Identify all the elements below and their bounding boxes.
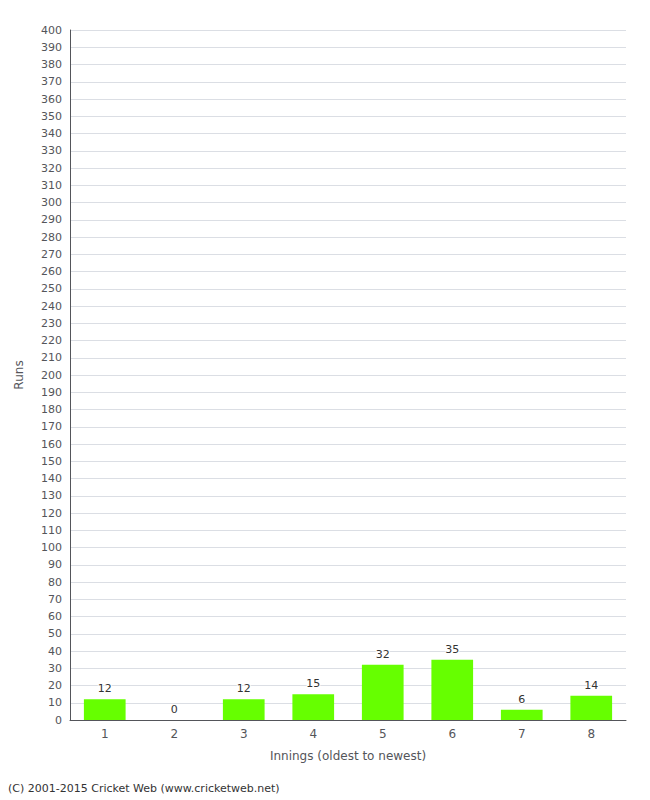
svg-text:360: 360 xyxy=(41,93,62,106)
svg-text:110: 110 xyxy=(41,524,62,537)
svg-text:14: 14 xyxy=(584,679,598,692)
svg-text:210: 210 xyxy=(41,351,62,364)
svg-text:240: 240 xyxy=(41,300,62,313)
svg-text:10: 10 xyxy=(48,696,62,709)
svg-text:200: 200 xyxy=(41,369,62,382)
svg-text:90: 90 xyxy=(48,558,62,571)
svg-text:290: 290 xyxy=(41,213,62,226)
svg-text:260: 260 xyxy=(41,265,62,278)
svg-text:5: 5 xyxy=(379,727,387,741)
svg-text:190: 190 xyxy=(41,386,62,399)
svg-text:300: 300 xyxy=(41,196,62,209)
svg-text:30: 30 xyxy=(48,662,62,675)
svg-text:170: 170 xyxy=(41,420,62,433)
svg-text:0: 0 xyxy=(55,714,62,727)
svg-text:6: 6 xyxy=(518,693,525,706)
svg-text:6: 6 xyxy=(448,727,456,741)
svg-text:3: 3 xyxy=(240,727,248,741)
svg-text:60: 60 xyxy=(48,610,62,623)
svg-text:370: 370 xyxy=(41,75,62,88)
svg-text:160: 160 xyxy=(41,438,62,451)
svg-text:Innings (oldest to newest): Innings (oldest to newest) xyxy=(270,749,426,763)
svg-text:32: 32 xyxy=(376,648,390,661)
svg-text:40: 40 xyxy=(48,645,62,658)
svg-text:(C) 2001-2015 Cricket Web (www: (C) 2001-2015 Cricket Web (www.cricketwe… xyxy=(8,782,280,795)
svg-text:15: 15 xyxy=(306,677,320,690)
svg-text:50: 50 xyxy=(48,627,62,640)
svg-text:35: 35 xyxy=(445,643,459,656)
svg-text:220: 220 xyxy=(41,334,62,347)
svg-text:270: 270 xyxy=(41,248,62,261)
svg-text:12: 12 xyxy=(237,682,251,695)
svg-text:80: 80 xyxy=(48,576,62,589)
svg-text:4: 4 xyxy=(309,727,317,741)
svg-text:70: 70 xyxy=(48,593,62,606)
svg-text:150: 150 xyxy=(41,455,62,468)
svg-text:390: 390 xyxy=(41,41,62,54)
svg-text:Runs: Runs xyxy=(12,360,26,389)
svg-text:0: 0 xyxy=(171,703,178,716)
svg-text:350: 350 xyxy=(41,110,62,123)
svg-text:100: 100 xyxy=(41,541,62,554)
svg-text:8: 8 xyxy=(587,727,595,741)
svg-text:230: 230 xyxy=(41,317,62,330)
svg-text:180: 180 xyxy=(41,403,62,416)
svg-text:380: 380 xyxy=(41,58,62,71)
svg-text:400: 400 xyxy=(41,24,62,37)
svg-text:20: 20 xyxy=(48,679,62,692)
svg-text:250: 250 xyxy=(41,282,62,295)
svg-text:12: 12 xyxy=(98,682,112,695)
svg-text:7: 7 xyxy=(518,727,526,741)
svg-text:310: 310 xyxy=(41,179,62,192)
svg-text:330: 330 xyxy=(41,144,62,157)
svg-text:340: 340 xyxy=(41,127,62,140)
svg-text:280: 280 xyxy=(41,231,62,244)
svg-text:320: 320 xyxy=(41,162,62,175)
svg-text:130: 130 xyxy=(41,489,62,502)
svg-text:120: 120 xyxy=(41,507,62,520)
svg-text:1: 1 xyxy=(101,727,109,741)
svg-text:2: 2 xyxy=(170,727,178,741)
svg-text:140: 140 xyxy=(41,472,62,485)
